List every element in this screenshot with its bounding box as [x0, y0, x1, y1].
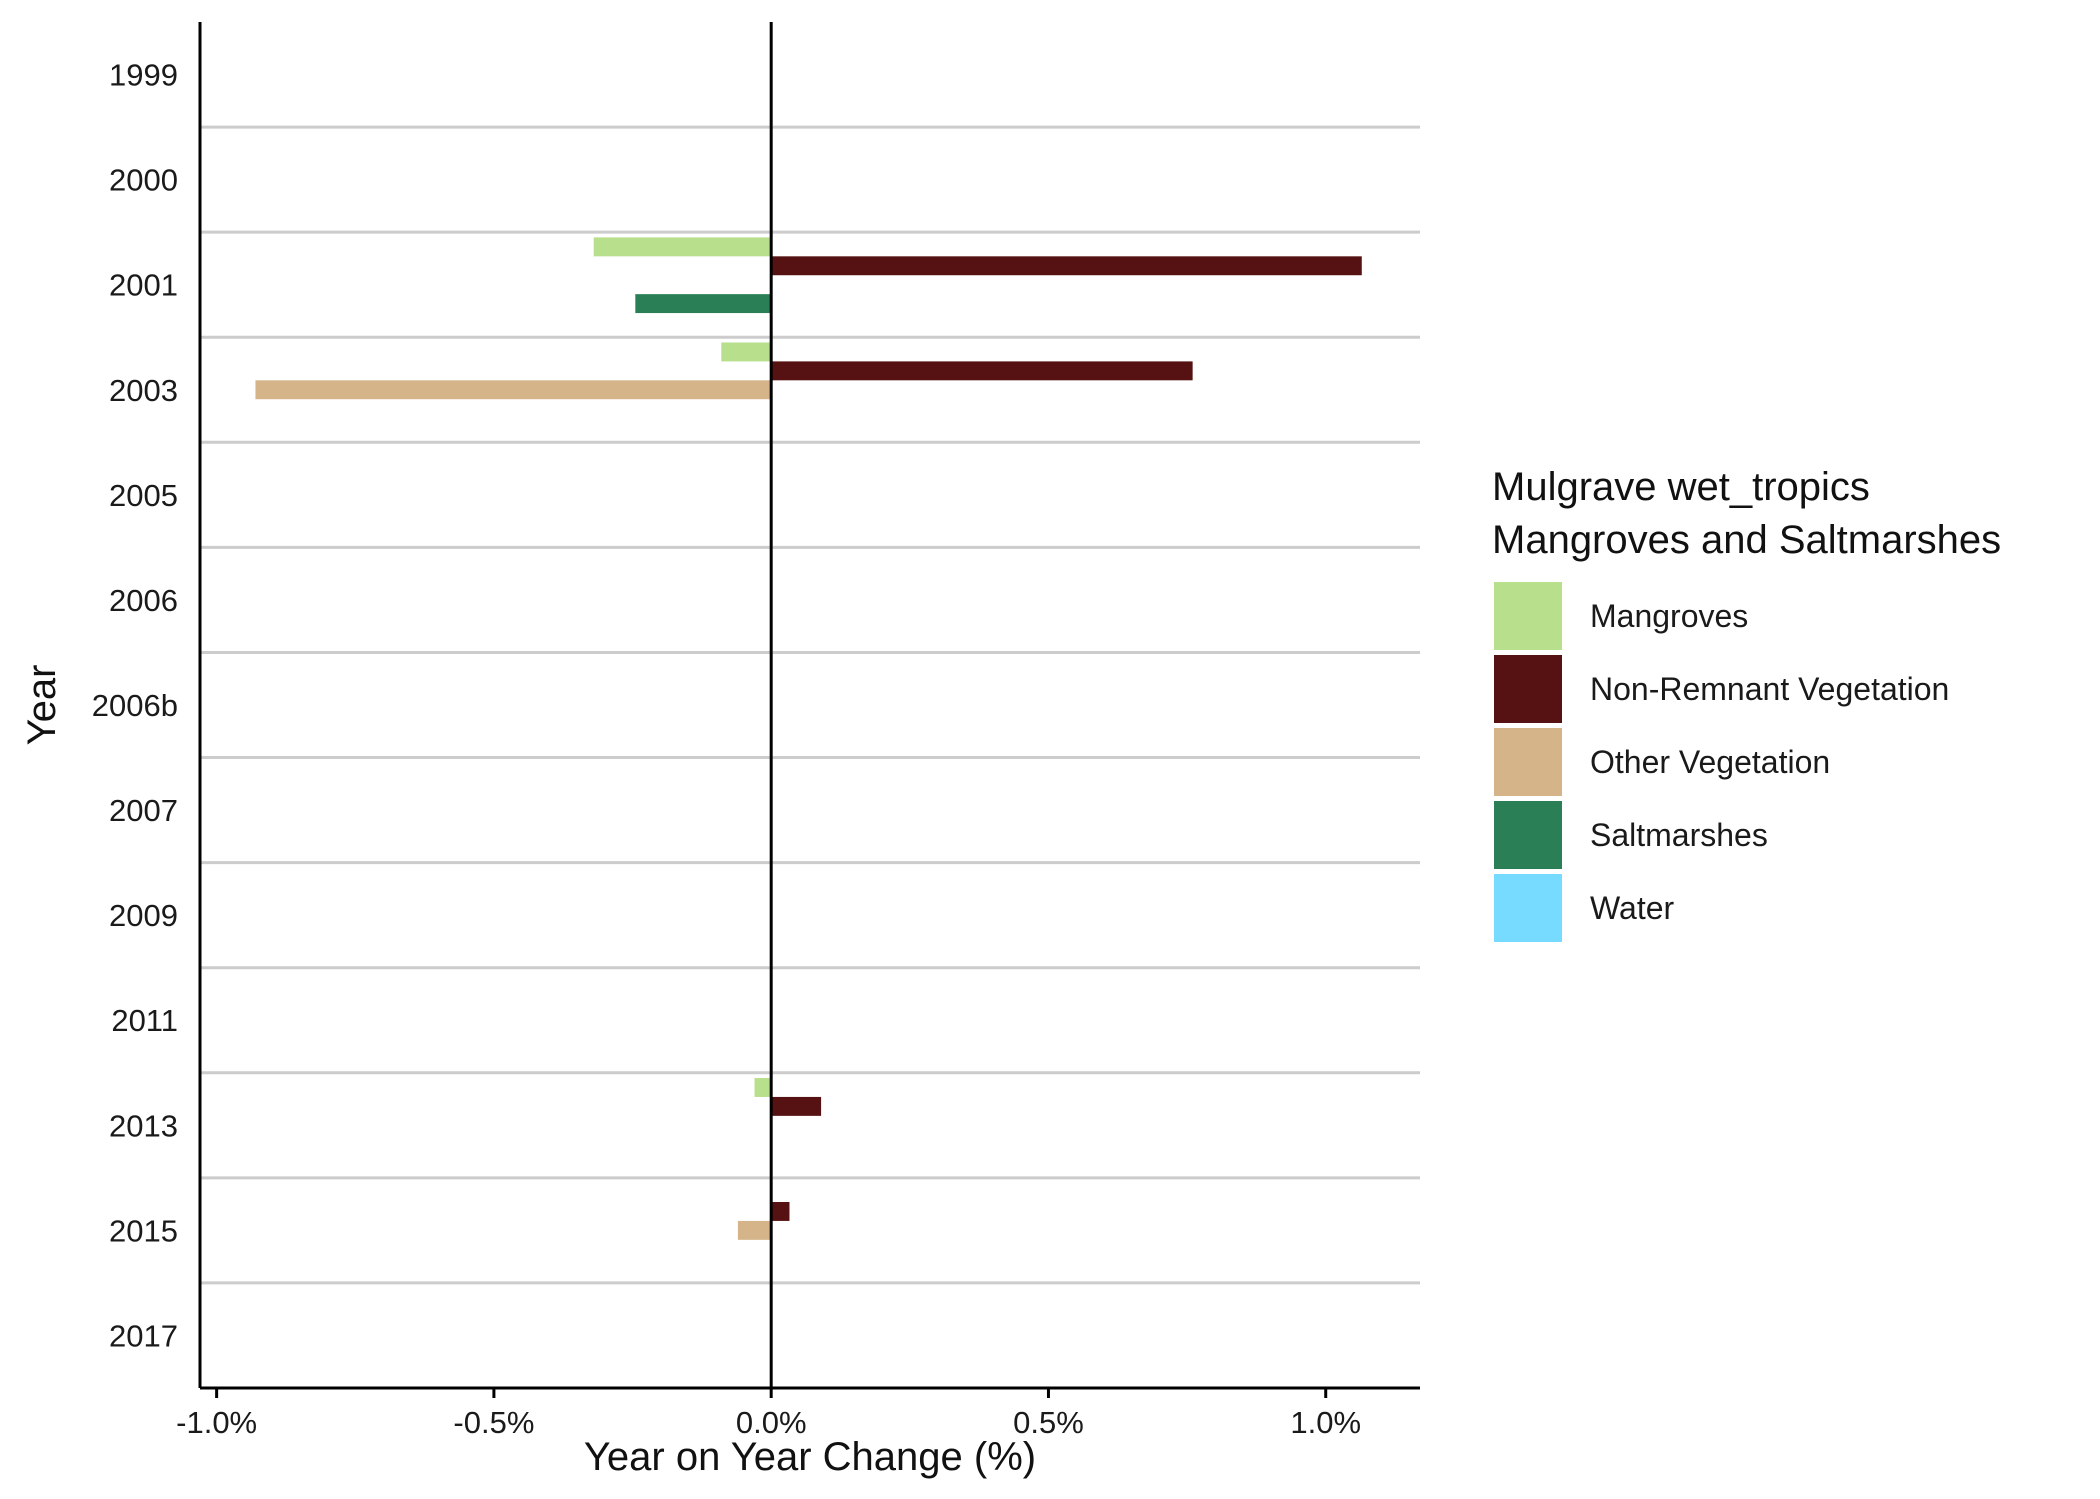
bar-non-remnant-vegetation-2015: [771, 1202, 790, 1221]
legend-swatch-saltmarshes: [1494, 801, 1562, 869]
legend-label: Water: [1590, 890, 1675, 926]
x-ticks: -1.0% -0.5% 0.0% 0.5% 1.0%: [176, 1388, 1361, 1440]
y-tick-label: 2007: [109, 793, 178, 828]
y-tick-label: 1999: [109, 58, 178, 93]
y-tick-label: 2006b: [92, 688, 178, 723]
gridlines: [200, 125, 1420, 1285]
y-tick-label: 2009: [109, 898, 178, 933]
bar-non-remnant-vegetation-2001: [771, 256, 1362, 276]
y-tick-label: 2003: [109, 373, 178, 408]
x-tick-label: -1.0%: [176, 1405, 257, 1440]
bars: [255, 237, 1362, 1240]
x-axis-title: Year on Year Change (%): [584, 1435, 1036, 1479]
bar-non-remnant-vegetation-2003: [771, 361, 1193, 381]
x-tick-label: 0.5%: [1013, 1405, 1084, 1440]
legend-swatch-water: [1494, 874, 1562, 942]
legend-swatch-other-vegetation: [1494, 728, 1562, 796]
bar-mangroves-2001: [593, 237, 772, 257]
bar-other-vegetation-2015: [737, 1220, 772, 1240]
legend-title-line-2: Mangroves and Saltmarshes: [1492, 518, 2001, 562]
x-tick-label: -0.5%: [453, 1405, 534, 1440]
bar-other-vegetation-2003: [255, 380, 772, 400]
x-tick-label: 1.0%: [1290, 1405, 1361, 1440]
y-tick-label: 2011: [111, 1003, 178, 1038]
legend-title-line-1: Mulgrave wet_tropics: [1492, 465, 1870, 509]
bar-saltmarshes-2001: [635, 294, 772, 314]
legend-items: Mangroves Non-Remnant Vegetation Other Veg…: [1494, 582, 1949, 942]
bar-mangroves-2003: [721, 342, 772, 362]
y-tick-label: 2006: [109, 583, 178, 618]
y-tick-label: 2013: [109, 1108, 178, 1143]
y-tick-label: 2000: [109, 163, 178, 198]
legend-swatch-mangroves: [1494, 582, 1562, 650]
y-axis-title: Year: [20, 665, 64, 746]
y-tick-label: 2015: [109, 1213, 178, 1248]
y-tick-label: 2017: [109, 1318, 178, 1353]
legend: Mulgrave wet_tropics Mangroves and Saltm…: [1492, 465, 2001, 942]
legend-label: Saltmarshes: [1590, 817, 1768, 853]
legend-label: Non-Remnant Vegetation: [1590, 671, 1949, 707]
y-tick-label: 2001: [109, 268, 178, 303]
legend-swatch-non-remnant-vegetation: [1494, 655, 1562, 723]
x-tick-label: 0.0%: [736, 1405, 807, 1440]
legend-label: Mangroves: [1590, 598, 1748, 634]
y-ticks: 1999 2000 2001 2003 2005 2006 2006b 2007 2009 201…: [92, 58, 178, 1354]
bar-non-remnant-vegetation-2013: [771, 1096, 822, 1116]
bar-mangroves-2013: [754, 1078, 772, 1097]
legend-label: Other Vegetation: [1590, 744, 1830, 780]
y-tick-label: 2005: [109, 478, 178, 513]
